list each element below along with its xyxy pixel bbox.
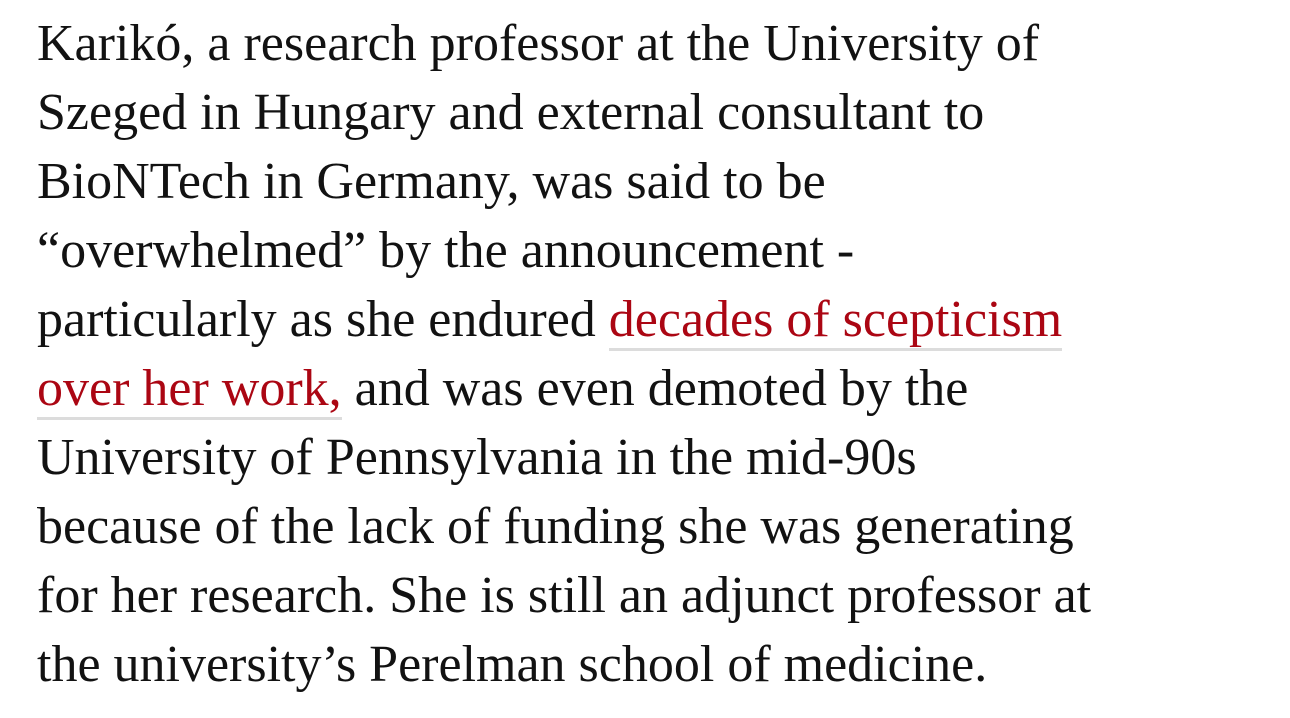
text-segment: for her research. She is still an adjunc…	[37, 567, 1092, 624]
text-line: Szeged in Hungary and external consultan…	[37, 78, 1290, 147]
text-line: particularly as she endured decades of s…	[37, 285, 1290, 354]
text-line: University of Pennsylvania in the mid-90…	[37, 423, 1290, 492]
text-line: “overwhelmed” by the announcement -	[37, 216, 1290, 285]
article-paragraph: Karikó, a research professor at the Univ…	[37, 9, 1290, 699]
text-segment: the university’s Perelman school of medi…	[37, 636, 988, 693]
inline-link-scepticism[interactable]: decades of scepticism	[608, 291, 1063, 351]
text-segment: BioNTech in Germany, was said to be	[37, 153, 826, 210]
text-segment: and was even demoted by the	[341, 360, 969, 417]
text-line: because of the lack of funding she was g…	[37, 492, 1290, 561]
text-segment: Karikó, a research professor at the Univ…	[37, 15, 1040, 72]
text-line: BioNTech in Germany, was said to be	[37, 147, 1290, 216]
text-segment: particularly as she endured	[37, 291, 609, 348]
text-line: the university’s Perelman school of medi…	[37, 630, 1290, 699]
text-line: for her research. She is still an adjunc…	[37, 561, 1290, 630]
text-segment: “overwhelmed” by the announcement -	[37, 222, 855, 279]
text-segment: University of Pennsylvania in the mid-90…	[37, 429, 917, 486]
inline-link-scepticism[interactable]: over her work,	[37, 360, 342, 420]
text-segment: because of the lack of funding she was g…	[37, 498, 1074, 555]
text-line: over her work, and was even demoted by t…	[37, 354, 1290, 423]
text-segment: Szeged in Hungary and external consultan…	[37, 84, 985, 141]
text-line: Karikó, a research professor at the Univ…	[37, 9, 1290, 78]
